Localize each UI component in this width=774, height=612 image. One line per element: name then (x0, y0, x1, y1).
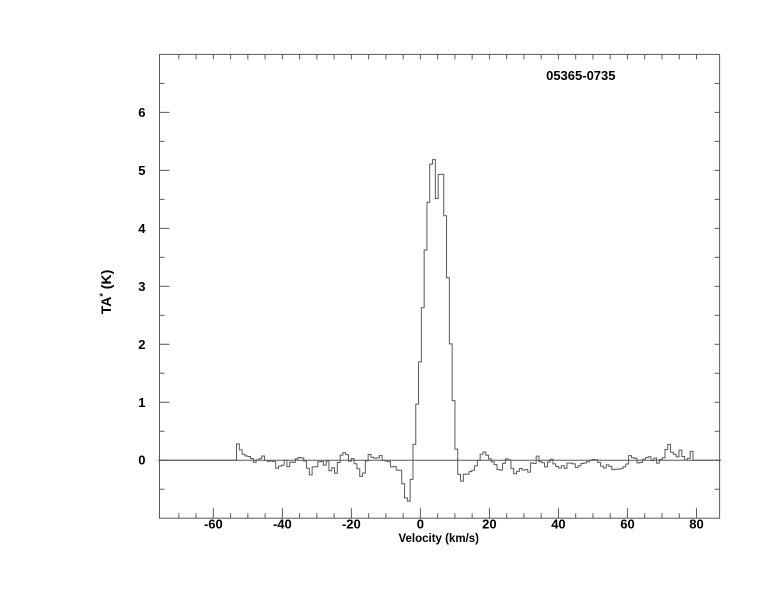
svg-text:Velocity (km/s): Velocity (km/s) (398, 533, 479, 545)
svg-text:1: 1 (138, 395, 145, 410)
svg-text:6: 6 (138, 105, 145, 120)
svg-text:60: 60 (620, 517, 634, 532)
svg-text:-40: -40 (273, 517, 292, 532)
svg-text:40: 40 (551, 517, 565, 532)
svg-text:05365-0735: 05365-0735 (546, 68, 615, 83)
svg-text:0: 0 (138, 453, 145, 468)
svg-text:20: 20 (482, 517, 496, 532)
svg-text:2: 2 (138, 337, 145, 352)
svg-text:80: 80 (689, 517, 703, 532)
svg-text:3: 3 (138, 279, 145, 294)
svg-text:-20: -20 (342, 517, 361, 532)
svg-text:0: 0 (417, 517, 424, 532)
svg-text:-60: -60 (204, 517, 223, 532)
svg-text:4: 4 (138, 221, 146, 236)
svg-text:TA* (K): TA* (K) (98, 270, 114, 314)
svg-text:5: 5 (138, 163, 145, 178)
